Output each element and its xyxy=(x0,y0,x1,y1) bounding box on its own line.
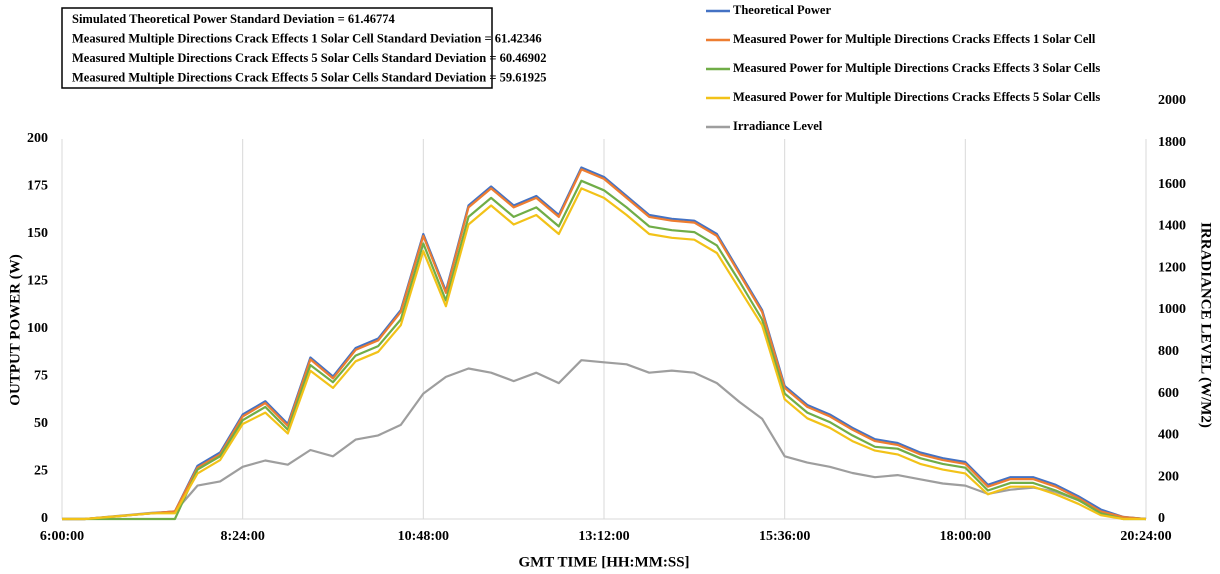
legend-label: Theoretical Power xyxy=(733,3,831,17)
y-tick-label: 175 xyxy=(27,179,48,194)
y2-tick-label: 1000 xyxy=(1158,302,1186,317)
y2-tick-label: 1800 xyxy=(1158,135,1186,150)
series-line xyxy=(62,168,1147,521)
y-tick-label: 0 xyxy=(41,511,48,526)
y-tick-label: 75 xyxy=(34,369,48,384)
y-tick-label: 50 xyxy=(34,416,48,431)
legend-label: Measured Power for Multiple Directions C… xyxy=(733,90,1100,104)
annotation-box xyxy=(61,7,493,89)
y-tick-label: 100 xyxy=(27,321,48,336)
x-tick-label: 8:24:00 xyxy=(221,529,265,544)
x-tick-label: 13:12:00 xyxy=(578,529,629,544)
annotation: Simulated Theoretical Power Standard Dev… xyxy=(72,12,395,26)
y-tick-label: 150 xyxy=(27,226,48,241)
y2-tick-label: 800 xyxy=(1158,344,1179,359)
series-line xyxy=(62,166,1147,521)
y-tick-label: 25 xyxy=(34,464,48,479)
legend-label: Measured Power for Multiple Directions C… xyxy=(733,61,1100,75)
y2-tick-label: 1200 xyxy=(1158,260,1186,275)
x-tick-label: 15:36:00 xyxy=(759,529,810,544)
annotation: Measured Multiple Directions Crack Effec… xyxy=(72,31,542,45)
y2-tick-label: 400 xyxy=(1158,428,1179,443)
legend-label: Measured Power for Multiple Directions C… xyxy=(733,32,1096,46)
y-tick-label: 125 xyxy=(27,274,48,289)
y2-axis-label: IRRADIANCE LEVEL (W/M2) xyxy=(1198,222,1214,428)
x-axis-label: GMT TIME [HH:MM:SS] xyxy=(518,554,689,570)
y2-tick-label: 2000 xyxy=(1158,93,1186,108)
y2-tick-label: 600 xyxy=(1158,386,1179,401)
series-line xyxy=(62,187,1146,521)
x-tick-label: 10:48:00 xyxy=(398,529,449,544)
annotation: Measured Multiple Directions Crack Effec… xyxy=(72,70,546,84)
annotation: Measured Multiple Directions Crack Effec… xyxy=(72,51,546,65)
y2-tick-label: 1400 xyxy=(1158,219,1186,234)
x-tick-label: 20:24:00 xyxy=(1120,529,1171,544)
legend-label: Irradiance Level xyxy=(733,119,823,133)
y-axis-label: OUTPUT POWER (W) xyxy=(7,254,23,405)
y2-tick-label: 200 xyxy=(1158,469,1179,484)
series-line xyxy=(62,179,1146,521)
y2-tick-label: 0 xyxy=(1158,511,1165,526)
y-tick-label: 200 xyxy=(27,131,48,146)
x-tick-label: 6:00:00 xyxy=(40,529,84,544)
x-tick-label: 18:00:00 xyxy=(940,529,991,544)
y2-tick-label: 1600 xyxy=(1158,177,1186,192)
series-line xyxy=(62,359,1147,521)
